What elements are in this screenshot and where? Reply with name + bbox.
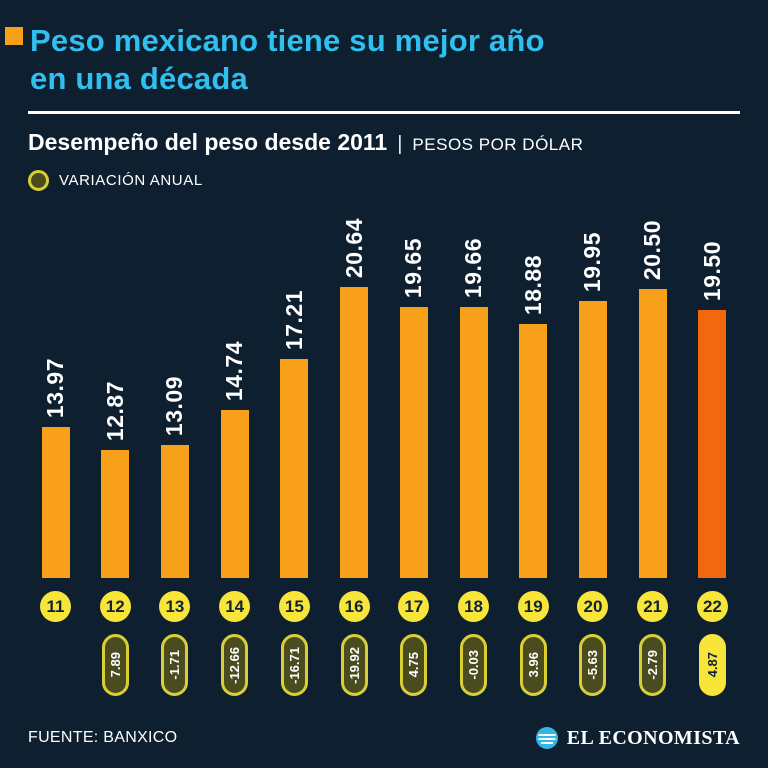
source-label: FUENTE: BANXICO [28, 729, 178, 746]
year-badge: 22 [696, 591, 728, 622]
bar [101, 450, 130, 578]
bar [399, 307, 428, 578]
bar-value-label: 18.88 [519, 254, 546, 315]
bar-column: 19.66 18 -0.03 [444, 198, 503, 720]
variation-pill: -0.03 [460, 634, 488, 696]
variation-value: 4.87 [704, 652, 720, 678]
variation-value: -1.71 [167, 650, 183, 680]
year-badge: 21 [637, 591, 669, 622]
year-badge: 13 [159, 591, 191, 622]
year-badge: 12 [99, 591, 131, 622]
bar-value-label: 17.21 [280, 289, 307, 350]
legend-circle-icon [28, 170, 49, 191]
variation-value: 4.75 [406, 652, 422, 678]
bar-column: 19.50 22 4.87 [683, 198, 742, 720]
legend-label: VARIACIÓN ANUAL [59, 172, 203, 189]
year-badge: 15 [278, 591, 310, 622]
bar-value-label: 12.87 [101, 380, 128, 441]
variation-value: -19.92 [346, 646, 362, 684]
bar-chart: 13.97 11 12.87 12 7.89 13.09 13 -1.71 14.74 14 -12… [26, 198, 742, 720]
bar [280, 359, 309, 578]
bar-column: 19.65 17 4.75 [384, 198, 443, 720]
bar-column: 13.97 11 [26, 198, 85, 720]
variation-pill: -19.92 [340, 634, 368, 696]
page-title-line2: en una década [30, 61, 248, 96]
year-badge: 18 [458, 591, 490, 622]
bar [340, 287, 369, 578]
bar-value-label: 14.74 [221, 340, 248, 401]
bar-column: 13.09 13 -1.71 [145, 198, 204, 720]
brand-globe-icon [535, 727, 558, 749]
chart-unit-label: PESOS POR DÓLAR [412, 135, 584, 154]
variation-value: -0.03 [466, 650, 482, 680]
variation-pill: 7.89 [101, 634, 129, 696]
bar [698, 310, 727, 578]
bar [220, 410, 249, 578]
bar-value-label: 19.65 [400, 237, 427, 298]
bar-column: 19.95 20 -5.63 [563, 198, 622, 720]
bar-value-label: 20.64 [340, 217, 367, 278]
variation-value: 3.96 [525, 652, 541, 678]
variation-pill: 4.87 [698, 634, 726, 696]
header: Peso mexicano tiene su mejor año en una … [0, 0, 768, 98]
variation-value: 7.89 [107, 652, 123, 678]
divider-rule [28, 111, 740, 114]
bar-column: 17.21 15 -16.71 [265, 198, 324, 720]
bar-value-label: 19.50 [698, 240, 725, 301]
variation-value: -12.66 [227, 646, 243, 684]
variation-pill: -12.66 [221, 634, 249, 696]
brand-name: EL ECONOMISTA [566, 726, 740, 749]
variation-pill: -1.71 [161, 634, 189, 696]
bar-column: 20.64 16 -19.92 [325, 198, 384, 720]
variation-pill: -2.79 [639, 634, 667, 696]
bar-column: 12.87 12 7.89 [86, 198, 145, 720]
bar-value-label: 19.66 [460, 237, 487, 298]
chart-legend: VARIACIÓN ANUAL [28, 170, 740, 191]
variation-pill: 4.75 [400, 634, 428, 696]
chart-subheader: Desempeño del peso desde 2011 | PESOS PO… [28, 129, 740, 156]
variation-pill: -5.63 [579, 634, 607, 696]
bar [459, 307, 488, 578]
bar [160, 445, 189, 578]
bar [578, 301, 607, 578]
year-badge: 14 [219, 591, 251, 622]
bar-value-label: 13.97 [42, 357, 68, 418]
accent-square [5, 27, 23, 45]
bar-value-label: 19.95 [579, 231, 606, 292]
year-badge: 16 [338, 591, 370, 622]
bar-column: 20.50 21 -2.79 [623, 198, 682, 720]
chart-title: Desempeño del peso desde 2011 [28, 129, 388, 155]
variation-value: -2.79 [645, 650, 661, 680]
variation-pill: -16.71 [280, 634, 308, 696]
variation-value: -16.71 [286, 646, 302, 684]
year-badge: 17 [398, 591, 430, 622]
subtitle-separator: | [397, 133, 403, 155]
year-badge: 11 [40, 591, 71, 622]
year-badge: 19 [517, 591, 549, 622]
bar [41, 427, 70, 578]
variation-value: -5.63 [585, 650, 601, 680]
bar-column: 18.88 19 3.96 [504, 198, 563, 720]
year-badge: 20 [577, 591, 609, 622]
bar-value-label: 13.09 [161, 375, 188, 436]
bar [638, 289, 667, 578]
page-title-line1: Peso mexicano tiene su mejor año [30, 23, 545, 58]
bar-value-label: 20.50 [639, 219, 666, 280]
bar [519, 324, 548, 578]
footer: FUENTE: BANXICO EL ECONOMISTA [28, 726, 740, 750]
brand-logo: EL ECONOMISTA [535, 726, 740, 750]
bar-column: 14.74 14 -12.66 [205, 198, 264, 720]
variation-pill: 3.96 [519, 634, 547, 696]
